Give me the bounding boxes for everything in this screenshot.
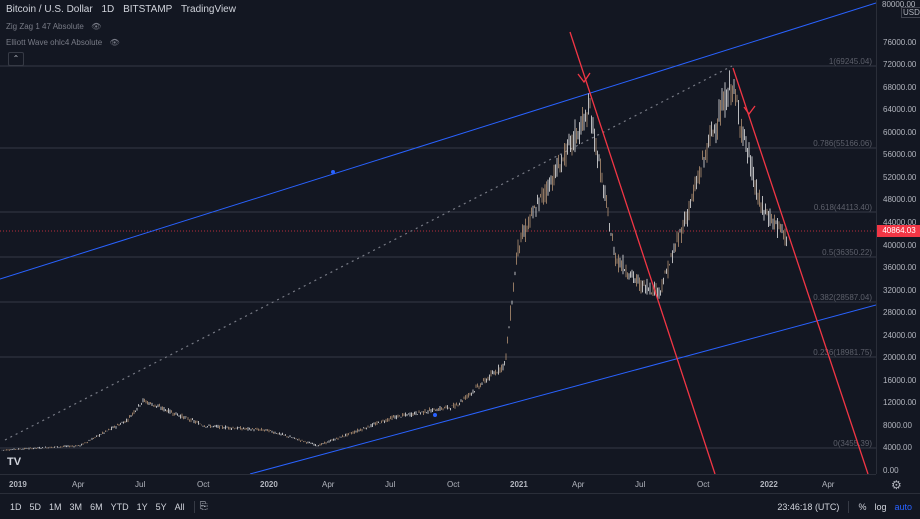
price-tick-top: 80000.00	[882, 0, 916, 9]
time-tick: Apr	[822, 480, 835, 489]
range-button-all[interactable]: All	[174, 501, 185, 512]
time-tick: Oct	[447, 480, 460, 489]
time-tick: Jul	[635, 480, 646, 489]
arrow-down-icon	[743, 105, 756, 116]
fib-level-label: 1(69245.04)	[829, 57, 872, 66]
price-tick: 36000.00	[883, 263, 917, 273]
range-button-ytd[interactable]: YTD	[110, 501, 129, 512]
channel-lower-line[interactable]	[249, 304, 877, 475]
time-tick: Apr	[572, 480, 585, 489]
exchange-label: BITSTAMP	[123, 4, 173, 15]
price-tick: 64000.00	[883, 105, 917, 115]
price-tick: 40000.00	[883, 240, 917, 250]
range-button-5y[interactable]: 5Y	[155, 501, 167, 512]
auto-toggle[interactable]: auto	[894, 501, 912, 512]
range-button-5d[interactable]: 5D	[29, 501, 42, 512]
price-tick: 12000.00	[883, 398, 917, 408]
bottom-toolbar: 1D 5D 1M 3M 6M YTD 1Y 5Y All ⎘ 23:46:18 (UTC) % …	[0, 493, 920, 519]
symbol-legend: Bitcoin / U.S. Dollar 1D BITSTAMP Tradin…	[6, 4, 236, 15]
clock-label[interactable]: 23:46:18 (UTC)	[777, 501, 840, 512]
range-button-1m[interactable]: 1M	[49, 501, 62, 512]
time-tick: 2019	[9, 480, 27, 489]
indicator-elliott-label: Elliott Wave ohlc4 Absolute	[6, 38, 103, 47]
currency-selector[interactable]: USD	[901, 7, 920, 18]
price-tick: 8000.00	[883, 420, 912, 430]
range-button-6m[interactable]: 6M	[90, 501, 103, 512]
time-tick: 2022	[760, 480, 778, 489]
time-tick: Oct	[697, 480, 710, 489]
percent-toggle[interactable]: %	[858, 501, 867, 512]
arrow-down-icon	[577, 72, 591, 84]
indicator-zigzag[interactable]: Zig Zag 1 47 Absolute 👁	[6, 22, 101, 31]
price-tick: 16000.00	[883, 375, 917, 385]
time-tick: 2021	[510, 480, 528, 489]
indicator-zigzag-label: Zig Zag 1 47 Absolute	[6, 22, 84, 31]
fib-level-label: 0.382(28587.04)	[813, 293, 872, 302]
tradingview-logo[interactable]: TV	[7, 456, 22, 468]
channel-anchor-point[interactable]	[331, 170, 335, 174]
time-tick: 2020	[260, 480, 278, 489]
chevron-up-icon: ⌃	[12, 54, 20, 63]
toolbar-divider	[848, 500, 850, 513]
date-range-icon[interactable]: ⎘	[199, 501, 208, 512]
price-tick: 44000.00	[883, 217, 917, 227]
time-tick: Oct	[197, 480, 210, 489]
fib-level-label: 0.786(55166.06)	[813, 139, 872, 148]
price-chart[interactable]: 1(69245.04) 0.786(55166.06) 0.618(44113.40…	[0, 0, 877, 475]
price-tick: 24000.00	[883, 330, 917, 340]
collapse-legend-button[interactable]: ⌃	[8, 52, 24, 66]
red-trendline-2[interactable]	[732, 67, 869, 475]
range-button-1y[interactable]: 1Y	[136, 501, 148, 512]
price-axis[interactable]: 80000.00 USD 76000.00 72000.00 68000.00 640…	[876, 0, 920, 492]
red-trendline-1[interactable]	[569, 31, 716, 475]
price-tick: 60000.00	[883, 127, 917, 137]
time-tick: Apr	[322, 480, 335, 489]
indicator-elliott[interactable]: Elliott Wave ohlc4 Absolute 👁	[6, 38, 120, 47]
time-axis[interactable]: 2019 Apr Jul Oct 2020 Apr Jul Oct 2021 Apr Jul Oct 2…	[0, 474, 876, 493]
channel-anchor-point[interactable]	[433, 413, 437, 417]
range-button-3m[interactable]: 3M	[69, 501, 83, 512]
chart-area[interactable]: 1(69245.04) 0.786(55166.06) 0.618(44113.40…	[0, 0, 877, 475]
eye-hidden-icon[interactable]: 👁	[91, 22, 102, 31]
price-tick: 52000.00	[883, 172, 917, 182]
time-tick: Jul	[385, 480, 396, 489]
fib-level-label: 0.5(36350.22)	[822, 248, 872, 257]
eye-hidden-icon[interactable]: 👁	[109, 38, 120, 47]
time-tick: Apr	[72, 480, 85, 489]
fib-level-label: 0.236(18981.75)	[813, 348, 872, 357]
price-tick: 4000.00	[883, 443, 912, 453]
price-tick: 72000.00	[883, 60, 917, 70]
channel-upper-line[interactable]	[0, 2, 877, 280]
toolbar-divider	[193, 500, 195, 513]
fib-level-label: 0.618(44113.40)	[814, 203, 872, 212]
log-toggle[interactable]: log	[874, 501, 887, 512]
provider-label: TradingView	[180, 4, 236, 15]
price-tick: 0.00	[883, 466, 899, 475]
price-tick: 20000.00	[883, 353, 917, 363]
price-tick: 48000.00	[883, 195, 917, 205]
fib-level-label: 0(3455.39)	[833, 439, 872, 448]
price-tick: 32000.00	[883, 285, 917, 295]
zigzag-dotted-line	[4, 65, 733, 441]
time-tick: Jul	[135, 480, 146, 489]
gear-icon[interactable]: ⚙	[891, 478, 902, 492]
current-price-badge: 40864.03	[877, 225, 920, 237]
price-tick: 56000.00	[883, 150, 917, 160]
range-button-1d[interactable]: 1D	[10, 501, 22, 512]
price-tick: 76000.00	[883, 37, 917, 47]
price-tick: 68000.00	[883, 82, 917, 92]
price-tick: 28000.00	[883, 308, 917, 318]
interval-label: 1D	[101, 4, 115, 15]
symbol-name: Bitcoin / U.S. Dollar	[6, 4, 93, 15]
